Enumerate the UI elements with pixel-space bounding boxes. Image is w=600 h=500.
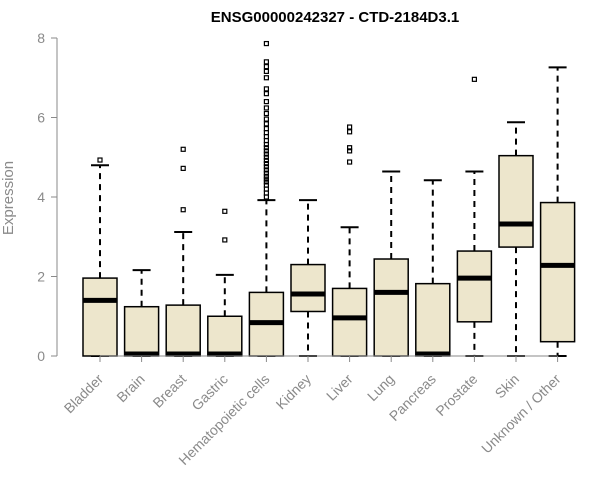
box-group	[82, 157, 118, 357]
x-tick-label: Prostate	[432, 371, 480, 419]
outlier-point	[263, 64, 269, 70]
outlier-point	[347, 129, 353, 135]
outlier-point	[263, 121, 269, 127]
x-tick-label: Skin	[492, 371, 523, 402]
outlier-point	[263, 91, 269, 97]
outlier-point	[263, 173, 269, 179]
y-tick-label: 8	[37, 30, 45, 46]
outlier-point	[263, 157, 269, 164]
outlier-point	[180, 165, 186, 171]
box-iqr	[539, 201, 576, 343]
outlier-point	[222, 208, 228, 214]
outlier-point	[180, 146, 186, 152]
outlier-point	[263, 110, 269, 117]
outlier-point	[263, 105, 269, 111]
box-iqr	[415, 282, 451, 357]
y-axis: 0 2 4 6 8	[37, 30, 58, 364]
outlier-point	[347, 148, 353, 154]
box-iqr	[123, 305, 160, 357]
outlier-point	[263, 179, 269, 185]
outlier-point	[263, 145, 269, 151]
y-tick-label: 4	[37, 189, 45, 205]
box-group	[539, 66, 576, 357]
outlier-point	[263, 182, 269, 188]
outlier-point	[263, 98, 269, 105]
box-group	[331, 124, 368, 357]
outlier-point	[263, 176, 269, 182]
box-group	[165, 146, 201, 357]
outlier-point	[263, 75, 269, 81]
outlier-point	[347, 145, 353, 151]
box-iqr	[290, 263, 326, 313]
x-tick-label: Unknown / Other	[478, 371, 564, 457]
chart-title: ENSG00000242327 - CTD-2184D3.1	[211, 9, 459, 26]
outlier-point	[222, 237, 228, 243]
box-group	[248, 40, 285, 357]
box-iqr	[207, 315, 243, 357]
x-tick-label: Brain	[113, 371, 147, 405]
y-tick-label: 2	[37, 269, 45, 285]
box-group	[123, 269, 160, 357]
outlier-point	[263, 116, 269, 122]
outlier-point	[263, 40, 269, 47]
x-tick-label: Bladder	[61, 371, 107, 417]
y-axis-label: Expression	[0, 161, 17, 235]
box-iqr	[456, 250, 493, 323]
outlier-point	[263, 148, 269, 154]
x-tick-label: Kidney	[273, 371, 315, 413]
outlier-point	[347, 159, 353, 165]
outlier-point	[263, 126, 269, 132]
outlier-point	[347, 124, 353, 130]
plot-area	[82, 40, 576, 357]
outlier-point	[97, 157, 103, 163]
box-group	[207, 208, 243, 357]
y-tick-label: 6	[37, 110, 45, 126]
box-iqr	[331, 287, 368, 357]
box-iqr	[373, 258, 409, 357]
outlier-point	[263, 161, 269, 167]
outlier-point	[263, 167, 269, 173]
y-tick-label: 0	[37, 348, 45, 364]
outlier-point	[263, 154, 269, 160]
outlier-point	[180, 207, 186, 213]
box-group	[290, 199, 326, 357]
box-iqr	[498, 154, 534, 248]
outlier-point	[263, 164, 269, 170]
outlier-point	[263, 86, 269, 92]
outlier-point	[263, 170, 269, 176]
box-iqr	[82, 277, 118, 357]
outlier-point	[263, 59, 269, 65]
outlier-point	[263, 68, 269, 74]
box-iqr	[165, 304, 201, 357]
x-tick-label: Lung	[364, 371, 397, 404]
x-tick-label: Liver	[323, 371, 356, 404]
outlier-point	[471, 76, 477, 82]
box-group	[373, 170, 409, 357]
box-group	[498, 121, 534, 357]
outlier-point	[263, 151, 269, 157]
box-group	[456, 76, 493, 357]
box-group	[415, 179, 451, 357]
x-tick-label: Breast	[149, 371, 189, 411]
